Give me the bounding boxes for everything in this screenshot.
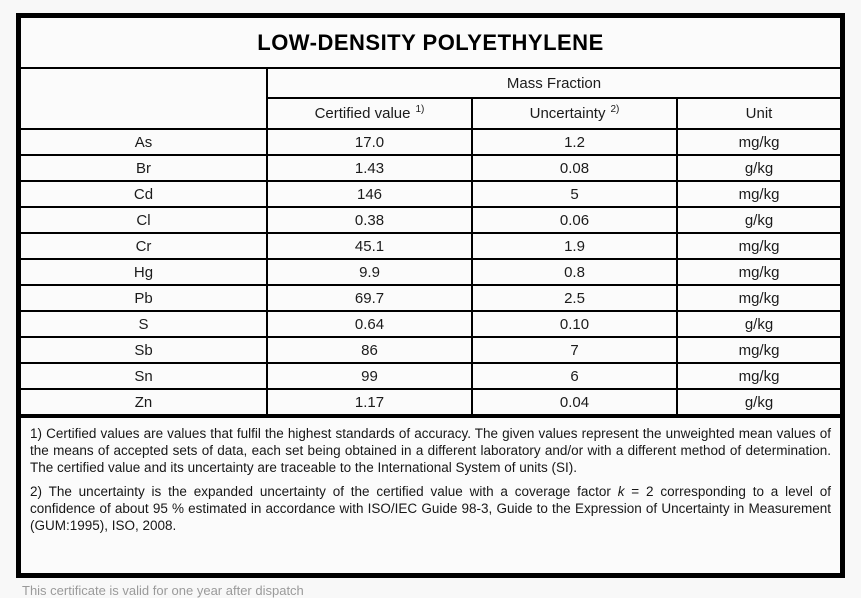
certified-value: 69.7 xyxy=(266,284,473,312)
unit-value: mg/kg xyxy=(675,336,841,364)
certified-value: 146 xyxy=(266,180,473,208)
uncertainty-value: 2.5 xyxy=(471,284,678,312)
table-row-zn: Zn 1.17 0.04 g/kg xyxy=(21,388,841,416)
element-symbol: Sn xyxy=(21,362,268,390)
unit-value: mg/kg xyxy=(675,128,841,156)
table-row-pb: Pb 69.7 2.5 mg/kg xyxy=(21,284,841,312)
table-row-s: S 0.64 0.10 g/kg xyxy=(21,310,841,338)
table-row-cl: Cl 0.38 0.06 g/kg xyxy=(21,206,841,234)
element-column-header-empty xyxy=(21,69,268,130)
col-header-uncertainty: Uncertainty 2) xyxy=(471,97,678,130)
group-header-mass-fraction: Mass Fraction xyxy=(265,69,841,99)
element-symbol: As xyxy=(21,128,268,156)
uncertainty-value: 5 xyxy=(471,180,678,208)
group-header-row: Mass Fraction xyxy=(21,69,841,130)
element-symbol: Cl xyxy=(21,206,268,234)
element-symbol: Br xyxy=(21,154,268,182)
footnotes-section: 1) Certified values are values that fulf… xyxy=(21,416,840,534)
mass-fraction-table: Mass Fraction Certified value 1) Uncertai… xyxy=(21,69,841,416)
uncertainty-value: 0.8 xyxy=(471,258,678,286)
certificate-document: LOW-DENSITY POLYETHYLENE Mass Fraction C… xyxy=(16,13,845,578)
unit-value: mg/kg xyxy=(675,258,841,286)
uncertainty-value: 6 xyxy=(471,362,678,390)
col-header-certified-value: Certified value 1) xyxy=(267,97,473,130)
footnote-2-text-post: = 2 corresponding to a level of confiden… xyxy=(30,484,831,533)
element-symbol: Hg xyxy=(21,258,268,286)
unit-value: mg/kg xyxy=(675,180,841,208)
table-row-cd: Cd 146 5 mg/kg xyxy=(21,180,841,208)
certified-value: 9.9 xyxy=(266,258,473,286)
unit-value: g/kg xyxy=(675,310,841,338)
col-header-certified-value-label: Certified value xyxy=(314,105,411,122)
footnote-ref-2: 2) xyxy=(610,104,620,115)
unit-value: mg/kg xyxy=(675,232,841,260)
footnote-2-text-pre: 2) The uncertainty is the expanded uncer… xyxy=(30,484,618,499)
element-symbol: Cr xyxy=(21,232,268,260)
element-symbol: Sb xyxy=(21,336,268,364)
col-header-unit: Unit xyxy=(675,97,841,130)
table-row-cr: Cr 45.1 1.9 mg/kg xyxy=(21,232,841,260)
table-row-as: As 17.0 1.2 mg/kg xyxy=(21,128,841,156)
unit-value: g/kg xyxy=(675,388,841,416)
unit-value: mg/kg xyxy=(675,284,841,312)
element-symbol: S xyxy=(21,310,268,338)
certified-value: 1.43 xyxy=(266,154,473,182)
certified-value: 99 xyxy=(266,362,473,390)
uncertainty-value: 0.08 xyxy=(471,154,678,182)
certified-value: 0.38 xyxy=(266,206,473,234)
table-row-sn: Sn 99 6 mg/kg xyxy=(21,362,841,390)
footnote-ref-1: 1) xyxy=(415,104,425,115)
certified-value: 86 xyxy=(266,336,473,364)
table-row-br: Br 1.43 0.08 g/kg xyxy=(21,154,841,182)
certified-value: 0.64 xyxy=(266,310,473,338)
uncertainty-value: 0.04 xyxy=(471,388,678,416)
footnote-2-coverage-factor-k: k xyxy=(617,484,625,499)
table-row-hg: Hg 9.9 0.8 mg/kg xyxy=(21,258,841,286)
uncertainty-value: 7 xyxy=(471,336,678,364)
column-header-row: Certified value 1) Uncertainty 2) Unit xyxy=(21,97,841,130)
page-title: LOW-DENSITY POLYETHYLENE xyxy=(257,29,604,55)
uncertainty-value: 0.10 xyxy=(471,310,678,338)
table-row-sb: Sb 86 7 mg/kg xyxy=(21,336,841,364)
uncertainty-value: 1.2 xyxy=(471,128,678,156)
footnote-1: 1) Certified values are values that fulf… xyxy=(30,426,831,475)
certified-value: 1.17 xyxy=(266,388,473,416)
certified-value: 17.0 xyxy=(266,128,473,156)
unit-value: g/kg xyxy=(675,154,841,182)
title-bar: LOW-DENSITY POLYETHYLENE xyxy=(21,18,840,69)
unit-value: mg/kg xyxy=(675,362,841,390)
element-symbol: Cd xyxy=(21,180,268,208)
element-symbol: Pb xyxy=(21,284,268,312)
element-symbol: Zn xyxy=(21,388,268,416)
clipped-validity-text: This certificate is valid for one year a… xyxy=(22,583,304,598)
unit-value: g/kg xyxy=(675,206,841,234)
uncertainty-value: 1.9 xyxy=(471,232,678,260)
uncertainty-value: 0.06 xyxy=(471,206,678,234)
certified-value: 45.1 xyxy=(266,232,473,260)
footnote-2: 2) The uncertainty is the expanded uncer… xyxy=(30,483,831,534)
col-header-uncertainty-label: Uncertainty xyxy=(529,105,606,122)
